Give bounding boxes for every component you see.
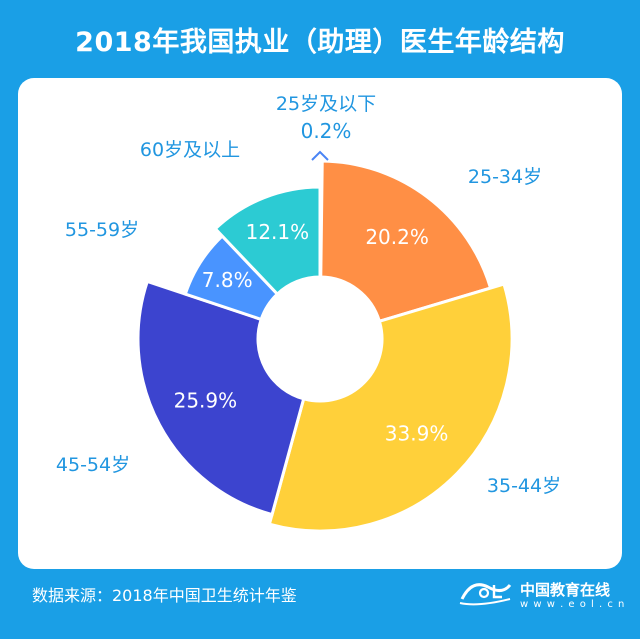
donut-slice: [213, 185, 322, 297]
title-bar: 2018年我国执业（助理）医生年龄结构: [0, 0, 640, 78]
slice-value-label: 25.9%: [174, 388, 238, 412]
slice-value-label: 7.8%: [202, 268, 253, 292]
slice-value-label: 20.2%: [365, 225, 429, 249]
eol-logo-icon: [459, 583, 512, 606]
slice-category-label: 55-59岁: [65, 219, 139, 241]
donut-slice: [267, 282, 514, 533]
slice-value-label: 33.9%: [385, 421, 449, 445]
slice-value-label: 0.2%: [301, 119, 352, 143]
brand-url: w w w . e o l . c n: [520, 599, 626, 610]
footer: 数据来源：2018年中国卫生统计年鉴 中国教育在线 w w w . e o l …: [0, 569, 640, 639]
donut-slice: [136, 279, 306, 517]
brand: 中国教育在线 w w w . e o l . c n: [458, 573, 626, 619]
slice-category-label: 25岁及以下: [276, 93, 376, 115]
slice-category-label: 35-44岁: [487, 475, 561, 497]
chart-title: 2018年我国执业（助理）医生年龄结构: [75, 26, 565, 58]
slice-category-label: 60岁及以上: [140, 139, 240, 161]
slice-category-label: 45-54岁: [56, 454, 130, 476]
small-slice-pointer: [311, 150, 329, 161]
donut-slice: [319, 159, 493, 324]
slice-value-label: 12.1%: [246, 220, 310, 244]
data-source: 数据来源：2018年中国卫生统计年鉴: [32, 586, 297, 605]
slice-category-label: 25-34岁: [468, 166, 542, 188]
brand-name: 中国教育在线: [520, 581, 611, 599]
